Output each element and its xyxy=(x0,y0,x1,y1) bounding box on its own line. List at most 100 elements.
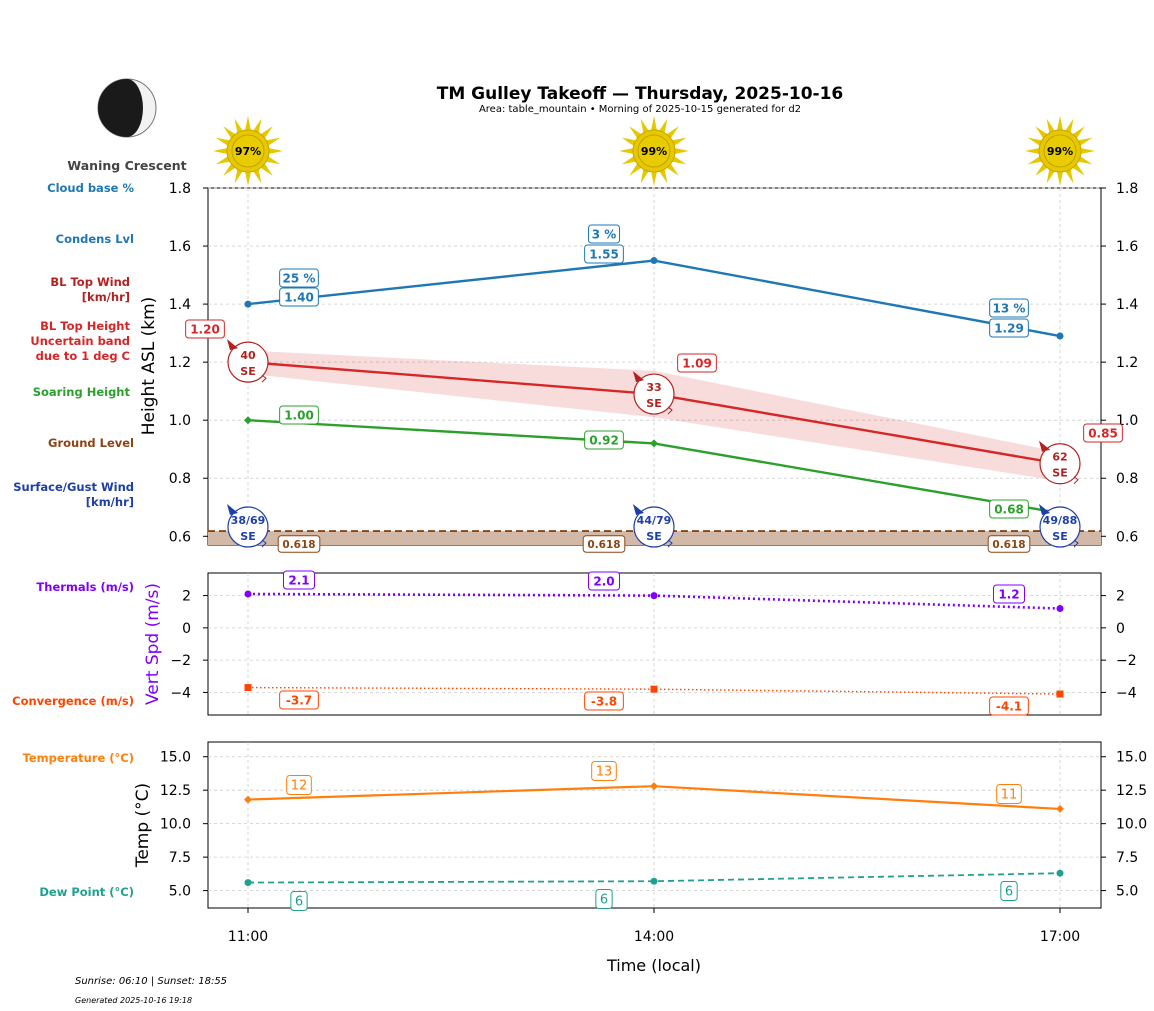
dew-point-label: 6 xyxy=(1000,881,1018,901)
surface-wind-marker: 49/88 SE xyxy=(1039,504,1081,548)
svg-text:-4.1: -4.1 xyxy=(996,699,1022,713)
moon-icon xyxy=(97,78,157,138)
svg-text:0.618: 0.618 xyxy=(992,539,1025,551)
sun-percent-label: 99% xyxy=(641,145,667,158)
temperature-label: 11 xyxy=(996,784,1022,804)
condens-level-point xyxy=(244,300,252,308)
y-tick-label-vertical: 2 xyxy=(182,589,191,605)
svg-text:49/88: 49/88 xyxy=(1043,514,1078,527)
bl-top-wind-marker: 40 SE xyxy=(227,339,269,383)
wind-arrow-icon xyxy=(227,339,238,351)
sun-icon xyxy=(619,116,689,186)
svg-text:13 %: 13 % xyxy=(993,301,1026,315)
convergence-label: -3.8 xyxy=(584,691,624,711)
chart-title: TM Gulley Takeoff — Thursday, 2025-10-16 xyxy=(437,84,844,104)
legend-ground-level: Ground Level xyxy=(48,436,134,450)
ground-level-label: 0.618 xyxy=(277,535,321,553)
sun-icon xyxy=(213,116,283,186)
svg-text:SE: SE xyxy=(646,397,661,410)
soaring-height-point xyxy=(650,439,658,448)
svg-text:2.0: 2.0 xyxy=(593,574,614,588)
soaring-height-point xyxy=(244,416,252,425)
wind-arrow-icon xyxy=(227,504,238,515)
bl-top-height-label: 0.85 xyxy=(1083,423,1123,443)
y-tick-label-right-vertical: 0 xyxy=(1116,621,1125,637)
svg-text:1.2: 1.2 xyxy=(998,587,1019,601)
wind-arrow-icon xyxy=(1039,440,1050,452)
bl-top-height-label: 1.20 xyxy=(185,319,225,339)
svg-text:1.29: 1.29 xyxy=(994,321,1024,335)
x-tick-label: 17:00 xyxy=(1040,929,1080,945)
y-tick-label-temperature: 7.5 xyxy=(169,850,191,866)
y-tick-label-height: 1.2 xyxy=(169,355,191,371)
y-tick-label-right-temperature: 12.5 xyxy=(1116,783,1147,799)
legend-dew-point: Dew Point (°C) xyxy=(39,885,134,899)
svg-text:12: 12 xyxy=(291,779,308,794)
sun-icon xyxy=(1025,116,1095,186)
y-tick-label-right-height: 1.8 xyxy=(1116,181,1138,197)
y-tick-label-vertical: −2 xyxy=(170,653,191,669)
svg-text:62: 62 xyxy=(1052,451,1067,464)
svg-text:1.20: 1.20 xyxy=(190,322,220,336)
y-tick-label-right-temperature: 15.0 xyxy=(1116,750,1147,766)
y-tick-label-right-temperature: 10.0 xyxy=(1116,817,1147,833)
svg-text:0.85: 0.85 xyxy=(1088,426,1118,440)
svg-text:6: 6 xyxy=(295,895,303,910)
legend-bl-top-height: BL Top Height xyxy=(40,319,130,333)
svg-text:-3.7: -3.7 xyxy=(286,693,312,707)
y-tick-label-right-height: 0.8 xyxy=(1116,471,1138,487)
svg-text:3 %: 3 % xyxy=(592,227,617,241)
dew-point-point xyxy=(244,879,252,887)
thermals-label: 2.0 xyxy=(587,571,621,591)
legend-soaring-height: Soaring Height xyxy=(33,385,131,399)
y-tick-label-height: 0.8 xyxy=(169,471,191,487)
svg-text:11: 11 xyxy=(1001,788,1018,803)
vertical-speed-panel xyxy=(207,572,1102,716)
thermals-label: 1.2 xyxy=(992,584,1026,604)
svg-text:SE: SE xyxy=(646,530,661,543)
thermals-point xyxy=(244,590,252,598)
dew-point-point xyxy=(650,877,658,885)
y-tick-label-temperature: 15.0 xyxy=(160,750,191,766)
wind-arrow-icon xyxy=(633,371,644,383)
wind-arrow-icon xyxy=(1039,504,1050,515)
dew-point-line xyxy=(247,872,1061,884)
svg-text:SE: SE xyxy=(240,530,255,543)
thermals-label: 2.1 xyxy=(282,570,316,590)
temperature-label: 13 xyxy=(591,761,617,781)
soaring-height-label: 0.68 xyxy=(989,499,1029,519)
grid-layer: 0.6 0.60.8 0.81.0 1.01.2 1.21.4 1.41.6 1.61.8 1… xyxy=(160,181,1147,945)
y-axis-label-temperature: Temp (°C) xyxy=(133,783,153,868)
convergence-label: -3.7 xyxy=(279,690,319,710)
y-tick-label-right-vertical: −2 xyxy=(1116,653,1137,669)
temperature-point xyxy=(1056,804,1064,813)
chart-subtitle: Area: table_mountain • Morning of 2025-1… xyxy=(479,104,801,115)
svg-text:44/79: 44/79 xyxy=(637,514,672,527)
y-tick-label-temperature: 5.0 xyxy=(169,884,191,900)
legend: Cloud base % Condens Lvl BL Top Wind [km… xyxy=(12,181,134,899)
svg-text:0.618: 0.618 xyxy=(282,539,315,551)
sun-percent-label: 99% xyxy=(1047,145,1073,158)
y-tick-label-vertical: 0 xyxy=(182,621,191,637)
y-tick-label-right-vertical: −4 xyxy=(1116,685,1137,701)
soaring-height-label: 1.00 xyxy=(279,405,319,425)
svg-text:38/69: 38/69 xyxy=(231,514,266,527)
y-tick-label-right-height: 0.6 xyxy=(1116,529,1138,545)
convergence-point xyxy=(244,684,252,692)
svg-text:1.55: 1.55 xyxy=(589,247,619,261)
svg-text:1.00: 1.00 xyxy=(284,408,314,422)
wind-arrow-icon xyxy=(633,504,644,515)
y-tick-label-right-vertical: 2 xyxy=(1116,589,1125,605)
svg-text:33: 33 xyxy=(646,381,661,394)
svg-text:SE: SE xyxy=(1052,467,1067,480)
convergence-point xyxy=(1056,690,1064,698)
surface-wind-marker: 44/79 SE xyxy=(633,504,675,548)
x-axis-label: Time (local) xyxy=(606,956,701,975)
y-axis-label-vertical: Vert Spd (m/s) xyxy=(143,583,163,705)
svg-text:0.92: 0.92 xyxy=(589,433,619,447)
y-tick-label-right-temperature: 7.5 xyxy=(1116,850,1138,866)
svg-text:1.40: 1.40 xyxy=(284,290,314,304)
legend-bl-top-wind: BL Top Wind xyxy=(50,275,130,289)
